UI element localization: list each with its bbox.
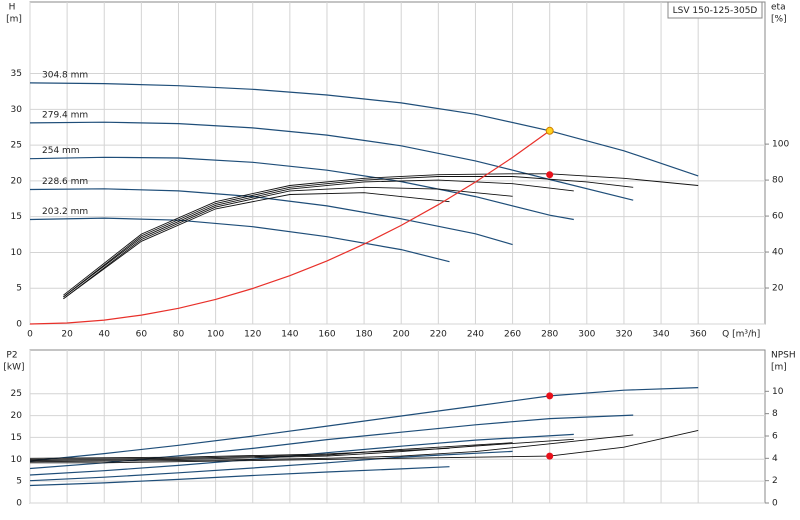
curve	[29, 434, 634, 463]
operating-point	[546, 392, 554, 400]
y2-tick-label: 4	[772, 454, 778, 464]
curve	[29, 217, 450, 263]
y2-tick-label: 40	[772, 248, 784, 258]
y-axis-unit: [m]	[6, 15, 22, 25]
curve	[29, 82, 699, 177]
y-tick-label: 30	[11, 105, 23, 115]
y2-tick-label: 10	[772, 387, 784, 397]
chart-title: LSV 150-125-305D	[673, 6, 758, 16]
y2-tick-label: 2	[772, 476, 778, 486]
y2-tick-label: 80	[772, 176, 784, 186]
y2-axis-unit: [%]	[771, 15, 787, 25]
operating-point	[546, 452, 554, 460]
curve	[29, 130, 551, 325]
x-tick-label: 300	[578, 330, 595, 340]
x-tick-label: 320	[615, 330, 632, 340]
y-tick-label: 20	[11, 411, 23, 421]
y2-tick-label: 0	[772, 499, 778, 509]
curve-label: 203.2 mm	[42, 207, 88, 217]
curve	[29, 387, 699, 462]
x-tick-label: 360	[690, 330, 707, 340]
y2-axis-label: eta	[771, 3, 786, 13]
y-tick-label: 0	[16, 320, 22, 330]
curve-label: 228.6 mm	[42, 177, 88, 187]
y-tick-label: 0	[16, 499, 22, 509]
title-box	[667, 1, 763, 19]
y-tick-label: 15	[11, 212, 22, 222]
y-tick-label: 35	[11, 69, 22, 79]
x-axis-label: Q [m³/h]	[722, 330, 760, 340]
plot-frame	[29, 1, 766, 325]
curve	[29, 156, 574, 221]
y2-tick-label: 60	[772, 212, 784, 222]
y-tick-label: 20	[11, 176, 23, 186]
x-tick-label: 120	[244, 330, 261, 340]
y2-axis-unit: [m]	[771, 363, 787, 373]
curve	[29, 188, 513, 246]
y-axis-unit: [kW]	[3, 363, 24, 373]
x-tick-label: 240	[467, 330, 484, 340]
operating-point	[546, 171, 554, 179]
curve	[30, 429, 699, 464]
x-tick-label: 0	[27, 330, 33, 340]
curve	[63, 192, 450, 300]
curve	[29, 438, 574, 462]
y2-tick-label: 8	[772, 409, 778, 419]
y-axis-label: H	[9, 3, 16, 13]
x-tick-label: 40	[99, 330, 111, 340]
curve	[29, 414, 634, 470]
y-tick-label: 25	[11, 141, 22, 151]
curve	[29, 450, 513, 482]
x-tick-label: 140	[281, 330, 298, 340]
curve	[29, 121, 634, 201]
x-tick-label: 60	[136, 330, 148, 340]
y-tick-label: 25	[11, 389, 22, 399]
plot-frame	[29, 349, 766, 504]
curve-label: 304.8 mm	[42, 70, 88, 80]
curve-label: 254 mm	[42, 146, 80, 156]
curve	[63, 176, 634, 298]
x-tick-label: 100	[207, 330, 224, 340]
y2-tick-label: 100	[772, 140, 789, 150]
y2-tick-label: 20	[772, 284, 784, 294]
curve	[29, 442, 513, 460]
y2-axis-label: NPSH	[771, 351, 796, 361]
y-axis-label: P2	[6, 351, 17, 361]
x-tick-label: 340	[652, 330, 669, 340]
y-tick-label: 5	[16, 477, 22, 487]
curve	[63, 173, 699, 296]
curve-label: 279.4 mm	[42, 110, 88, 120]
x-tick-label: 80	[173, 330, 185, 340]
x-tick-label: 20	[61, 330, 73, 340]
x-tick-label: 180	[355, 330, 372, 340]
x-tick-label: 280	[541, 330, 558, 340]
curve	[63, 186, 513, 300]
y2-tick-label: 6	[772, 431, 778, 441]
curve	[29, 447, 450, 459]
curve	[29, 466, 450, 487]
x-tick-label: 200	[393, 330, 410, 340]
x-tick-label: 260	[504, 330, 521, 340]
x-tick-label: 220	[430, 330, 447, 340]
y-tick-label: 5	[16, 284, 22, 294]
y-tick-label: 15	[11, 433, 22, 443]
x-tick-label: 160	[318, 330, 335, 340]
curve	[63, 179, 574, 298]
y-tick-label: 10	[11, 248, 23, 258]
y-tick-label: 10	[11, 455, 23, 465]
operating-point	[545, 126, 554, 135]
